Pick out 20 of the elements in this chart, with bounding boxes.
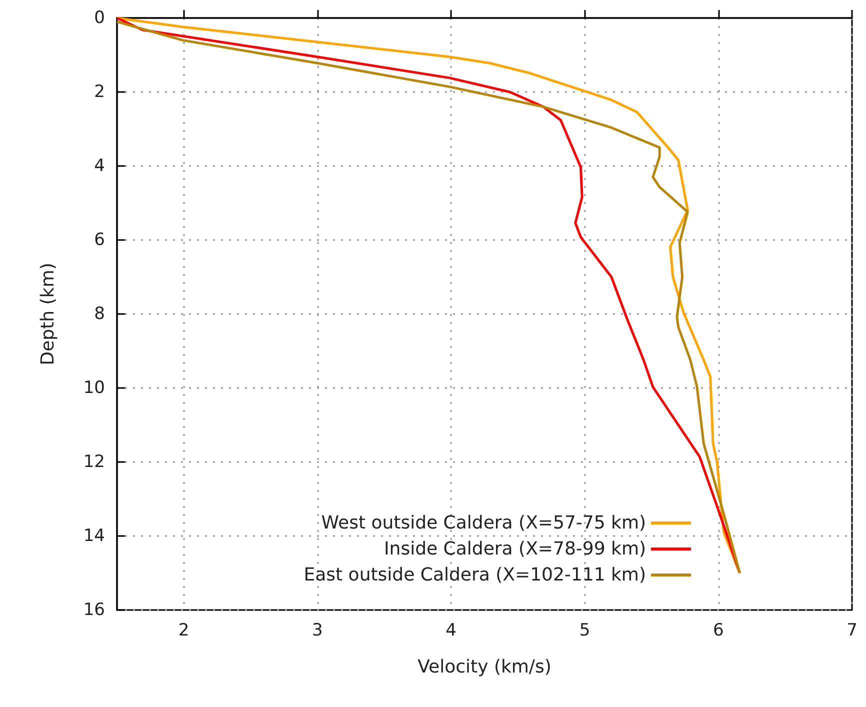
legend-label: East outside Caldera (X=102-111 km) (304, 564, 646, 586)
y-tick-label: 0 (94, 8, 105, 28)
y-tick-label: 2 (94, 82, 105, 102)
y-axis-title: Depth (km) (38, 262, 58, 366)
x-axis-title: Velocity (km/s) (418, 656, 552, 678)
x-tick-label: 4 (446, 620, 457, 640)
y-tick-label: 14 (83, 526, 105, 546)
y-tick-label: 8 (94, 304, 105, 324)
x-tick-label: 3 (312, 620, 323, 640)
x-tick-label: 6 (712, 620, 724, 640)
y-tick-label: 6 (94, 230, 105, 250)
y-tick-label: 12 (83, 452, 105, 472)
legend-label: Inside Caldera (X=78-99 km) (384, 538, 646, 560)
y-tick-label: 16 (83, 600, 105, 620)
legend-label: West outside Caldera (X=57-75 km) (321, 512, 646, 534)
x-tick-label: 7 (846, 620, 858, 640)
y-tick-label: 4 (94, 156, 105, 176)
x-tick-label: 2 (178, 620, 190, 640)
x-tick-label: 5 (579, 620, 590, 640)
y-tick-label: 10 (83, 378, 105, 398)
